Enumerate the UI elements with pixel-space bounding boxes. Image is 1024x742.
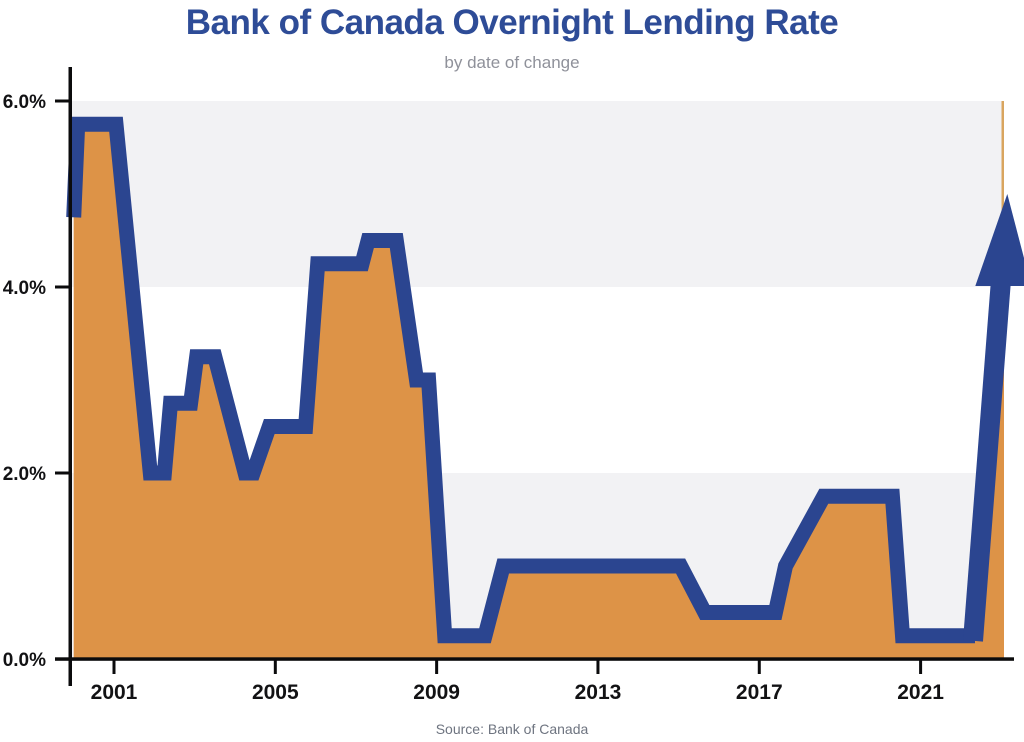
y-axis-tick <box>55 99 70 103</box>
y-axis-tick-label: 0.0% <box>3 650 46 671</box>
x-axis-line <box>55 657 1014 661</box>
x-axis-tick-label: 2009 <box>413 681 460 704</box>
y-axis-tick-label: 2.0% <box>3 464 46 485</box>
x-axis-tick-label: 2013 <box>575 681 622 704</box>
rate-area <box>73 124 1004 660</box>
rate-line <box>66 116 975 644</box>
x-axis-tick-label: 2005 <box>252 681 299 704</box>
y-axis-tick <box>55 657 70 661</box>
trend-arrow-shaft <box>963 275 1012 642</box>
y-axis-tick-label: 4.0% <box>3 278 46 299</box>
y-axis-line <box>68 67 72 686</box>
x-axis-tick <box>112 660 116 674</box>
chart-title: Bank of Canada Overnight Lending Rate <box>185 3 839 42</box>
x-axis-tick <box>273 660 277 674</box>
x-axis-tick <box>435 660 439 674</box>
x-axis-tick <box>596 660 600 674</box>
plot-band <box>72 101 1003 287</box>
chart-subtitle: by date of change <box>444 53 580 72</box>
x-axis-tick-label: 2001 <box>91 681 138 704</box>
y-axis-tick <box>55 471 70 475</box>
x-axis-tick <box>757 660 761 674</box>
y-axis-tick-label: 6.0% <box>3 92 46 113</box>
x-axis-tick <box>919 660 923 674</box>
x-axis-tick-label: 2017 <box>736 681 783 704</box>
source-note: Source: Bank of Canada <box>435 721 589 737</box>
trend-arrow-head <box>975 194 1024 286</box>
x-axis-tick-label: 2021 <box>897 681 944 704</box>
y-axis-tick <box>55 285 70 289</box>
